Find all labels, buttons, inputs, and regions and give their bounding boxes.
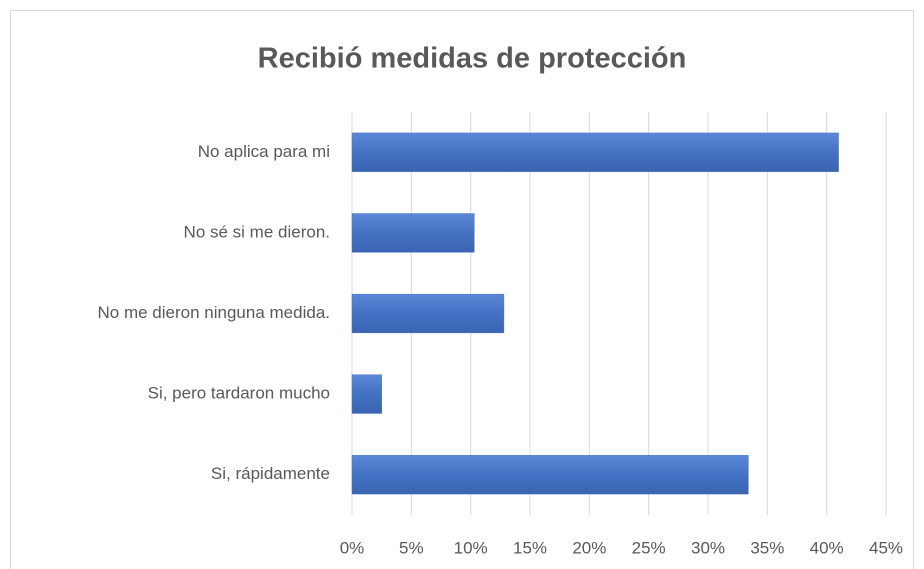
x-tick-label: 15% bbox=[513, 538, 547, 557]
x-tick-label: 25% bbox=[632, 538, 666, 557]
x-tick-label: 30% bbox=[691, 538, 725, 557]
x-tick-label: 35% bbox=[750, 538, 784, 557]
x-tick-label: 5% bbox=[399, 538, 424, 557]
x-tick-label: 0% bbox=[340, 538, 365, 557]
bar bbox=[351, 293, 505, 334]
y-tick-label: Si, rápidamente bbox=[211, 464, 330, 483]
bar bbox=[351, 374, 382, 414]
x-tick-label: 10% bbox=[454, 538, 488, 557]
x-tick-label: 20% bbox=[572, 538, 606, 557]
y-tick-label: No sé si me dieron. bbox=[184, 222, 330, 241]
y-tick-label: No aplica para mi bbox=[198, 142, 330, 161]
x-tick-label: 45% bbox=[869, 538, 903, 557]
x-tick-label: 40% bbox=[810, 538, 844, 557]
bar bbox=[351, 132, 839, 172]
chart-title: Recibió medidas de protección bbox=[258, 43, 687, 75]
y-tick-label: No me dieron ninguna medida. bbox=[98, 303, 330, 322]
bar bbox=[351, 455, 749, 495]
y-tick-label: Si, pero tardaron mucho bbox=[148, 384, 330, 403]
bar bbox=[351, 213, 475, 253]
